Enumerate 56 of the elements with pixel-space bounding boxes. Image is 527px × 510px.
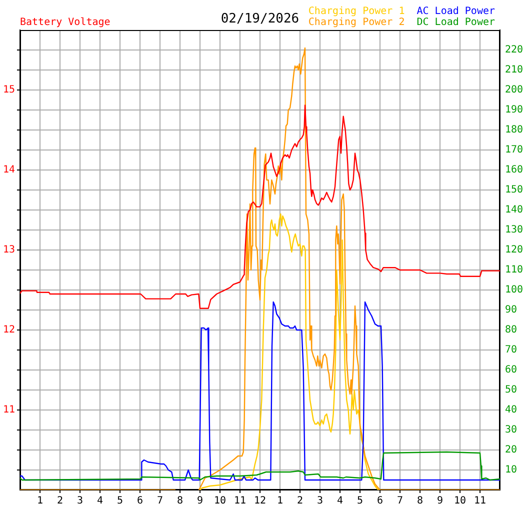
x-tick-label: 10: [214, 496, 226, 507]
y2-tick-label: 50: [505, 384, 518, 396]
y2-tick-label: 100: [505, 284, 524, 296]
x-tick-label: 4: [336, 496, 344, 507]
x-tick-label: 4: [96, 496, 104, 507]
x-tick-label: 3: [316, 496, 324, 507]
y-tick-label: 12: [2, 324, 15, 336]
y2-tick-label: 180: [505, 124, 524, 136]
x-tick-label: 2: [296, 496, 304, 507]
y2-tick-label: 150: [505, 184, 524, 196]
x-tick-label: 1: [36, 496, 44, 507]
x-tick-label: 12: [254, 496, 266, 507]
x-tick-label: 9: [196, 496, 204, 507]
y2-tick-label: 170: [505, 144, 524, 156]
x-tick-label: 5: [356, 496, 364, 507]
y2-tick-label: 20: [505, 444, 518, 456]
y2-tick-label: 140: [505, 204, 524, 216]
x-tick-label: 7: [156, 496, 164, 507]
x-tick-label: 6: [136, 496, 144, 507]
y2-tick-label: 70: [505, 344, 518, 356]
y2-tick-label: 130: [505, 224, 524, 236]
x-tick-label: 6: [376, 496, 384, 507]
y2-tick-label: 30: [505, 424, 518, 436]
y2-tick-label: 40: [505, 404, 518, 416]
y2-tick-label: 120: [505, 244, 524, 256]
x-tick-label: 7: [396, 496, 404, 507]
y2-tick-label: 60: [505, 364, 518, 376]
y-tick-label: 15: [2, 84, 15, 96]
y-axis-title: Battery Voltage: [20, 17, 110, 28]
x-tick-label: 8: [176, 496, 184, 507]
x-tick-label: 5: [116, 496, 124, 507]
y2-tick-label: 110: [505, 264, 524, 276]
text: Charging Power 1: [308, 6, 405, 18]
y-tick-label: 14: [2, 164, 15, 176]
y-tick-label: 11: [2, 404, 15, 416]
y2-tick-label: 10: [505, 464, 518, 476]
x-tick-label: 11: [234, 496, 246, 507]
y2-tick-label: 90: [505, 304, 518, 316]
y2-tick-label: 190: [505, 104, 524, 116]
x-tick-label: 3: [76, 496, 84, 507]
y2-tick-label: 160: [505, 164, 524, 176]
y2-tick-label: 220: [505, 44, 524, 56]
x-tick-label: 1: [276, 496, 284, 507]
text: DC Load Power: [416, 17, 496, 28]
x-tick-label: 8: [416, 496, 424, 507]
y2-tick-label: 210: [505, 64, 524, 76]
text: AC Load Power: [416, 6, 496, 18]
x-tick-label: 10: [454, 496, 466, 507]
x-tick-label: 9: [436, 496, 444, 507]
x-tick-label: 2: [56, 496, 64, 507]
y2-tick-label: 80: [505, 324, 518, 336]
y2-tick-label: 200: [505, 84, 524, 96]
x-tick-label: 11: [474, 496, 486, 507]
y-tick-label: 13: [2, 244, 15, 256]
chart-title: 02/19/2026: [220, 11, 300, 26]
text: Charging Power 2: [308, 17, 405, 28]
